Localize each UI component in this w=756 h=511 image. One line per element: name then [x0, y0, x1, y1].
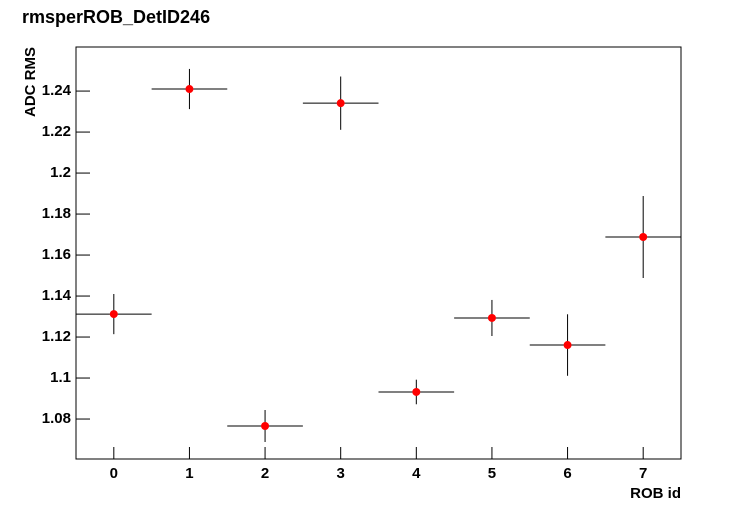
x-tick-label: 4 [412, 465, 421, 482]
y-tick-label: 1.2 [50, 164, 71, 181]
y-tick-label: 1.22 [42, 123, 71, 140]
data-point [261, 421, 270, 430]
x-tick-label: 7 [639, 465, 647, 482]
plot-frame [75, 46, 682, 460]
x-axis-label: ROB id [630, 485, 681, 502]
x-tick-label: 5 [488, 465, 496, 482]
y-tick-label: 1.14 [42, 287, 72, 304]
y-tick-label: 1.16 [42, 246, 71, 263]
data-point [185, 85, 194, 94]
y-tick-label: 1.1 [50, 369, 71, 386]
x-tick-label: 0 [110, 465, 118, 482]
data-point [563, 341, 572, 350]
data-point [412, 387, 421, 396]
y-tick-label: 1.12 [42, 328, 71, 345]
x-tick-label: 3 [337, 465, 345, 482]
data-point [639, 233, 648, 242]
data-point [487, 313, 496, 322]
data-point [109, 310, 118, 319]
x-tick-label: 6 [563, 465, 571, 482]
chart-title: rmsperROB_DetID246 [22, 7, 210, 27]
y-axis-label: ADC RMS [22, 47, 39, 117]
x-tick-label: 1 [185, 465, 193, 482]
y-tick-label: 1.18 [42, 205, 71, 222]
y-tick-label: 1.24 [42, 82, 72, 99]
data-point [336, 99, 345, 108]
x-tick-label: 2 [261, 465, 269, 482]
y-tick-label: 1.08 [42, 410, 71, 427]
